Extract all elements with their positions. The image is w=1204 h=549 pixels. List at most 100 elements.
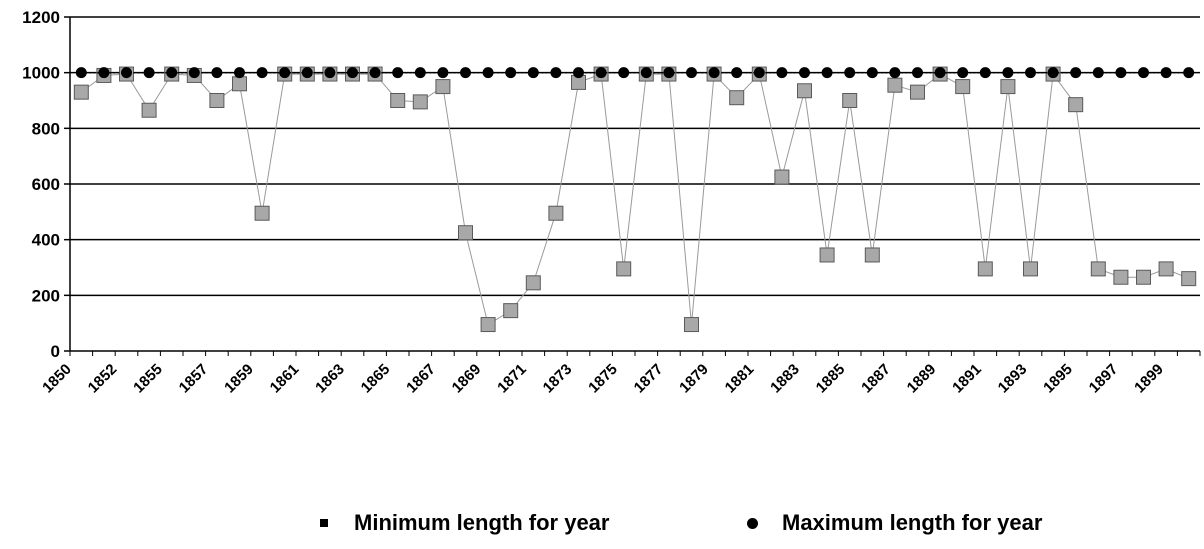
min-length-point — [1090, 261, 1106, 277]
min-length-point — [73, 84, 89, 100]
max-length-point — [663, 67, 675, 79]
max-length-point — [595, 67, 607, 79]
x-tick-label: 1885 — [813, 361, 849, 397]
min-length-point — [254, 205, 270, 221]
min-length-point — [684, 317, 699, 333]
min-length-point — [390, 93, 406, 108]
max-length-point — [686, 67, 697, 79]
y-tick-label: 0 — [51, 342, 60, 361]
min-length-point — [616, 261, 632, 277]
min-length-point — [1000, 79, 1016, 95]
max-length-point — [866, 67, 878, 79]
max-length-point — [799, 67, 810, 79]
max-length-point — [211, 67, 223, 79]
min-length-point — [525, 275, 541, 291]
max-length-point — [188, 67, 200, 79]
x-tick-label: 1859 — [221, 361, 257, 397]
max-length-point — [889, 67, 901, 79]
max-length-point — [1092, 67, 1104, 79]
max-length-point — [821, 67, 833, 79]
max-length-point — [979, 67, 991, 79]
max-length-point — [1115, 67, 1127, 79]
min-length-point — [774, 169, 790, 185]
max-length-point — [460, 67, 471, 79]
y-tick-label: 1200 — [22, 8, 60, 27]
max-length-point — [301, 67, 313, 79]
x-tick-label: 1857 — [176, 361, 212, 397]
legend-item-minimum: Minimum length for year — [320, 506, 609, 540]
x-tick-label: 1897 — [1086, 361, 1122, 397]
x-tick-label: 1873 — [540, 361, 576, 397]
max-length-point — [234, 67, 245, 79]
x-tick-label: 1865 — [358, 361, 394, 397]
max-length-point — [166, 67, 178, 79]
max-length-point — [75, 67, 87, 79]
min-length-point — [1068, 97, 1084, 113]
max-length-point — [1002, 67, 1014, 79]
max-length-point — [708, 67, 720, 79]
x-tick-label: 1875 — [585, 361, 621, 397]
max-length-point — [550, 67, 562, 79]
min-length-point — [842, 93, 858, 108]
max-length-point — [1138, 67, 1149, 79]
max-length-point — [776, 67, 788, 79]
min-length-point — [435, 79, 451, 95]
x-tick-label: 1887 — [858, 361, 894, 397]
max-length-point — [1025, 67, 1036, 79]
max-length-point — [347, 67, 358, 79]
min-length-series-line — [81, 72, 1189, 326]
min-length-point — [480, 317, 496, 333]
min-length-point — [887, 77, 903, 93]
legend: Minimum length for year Maximum length f… — [0, 506, 1204, 540]
min-length-point — [729, 90, 745, 106]
max-length-point — [1160, 67, 1172, 79]
x-tick-label: 1850 — [39, 361, 75, 397]
x-tick-label: 1869 — [449, 361, 485, 397]
max-length-point — [573, 67, 584, 79]
min-length-point — [548, 205, 564, 221]
legend-square-marker-icon — [320, 519, 328, 527]
max-length-point — [957, 67, 969, 79]
x-tick-label: 1889 — [904, 361, 940, 397]
max-length-point — [844, 67, 856, 79]
min-length-point — [412, 94, 428, 110]
min-length-point — [458, 225, 473, 241]
x-tick-label: 1883 — [767, 361, 803, 397]
max-length-point — [640, 67, 652, 79]
min-length-point — [910, 84, 925, 100]
x-tick-label: 1895 — [1040, 361, 1076, 397]
max-length-point — [618, 67, 630, 79]
min-length-point — [955, 79, 971, 95]
min-length-point — [1158, 261, 1174, 277]
y-tick-label: 600 — [32, 175, 60, 194]
min-length-point — [1113, 269, 1129, 285]
max-length-point — [1070, 67, 1082, 79]
max-length-point — [934, 67, 946, 79]
min-length-point — [977, 261, 993, 277]
x-tick-label: 1861 — [267, 361, 303, 397]
max-length-point — [143, 67, 155, 79]
x-tick-label: 1867 — [403, 361, 439, 397]
x-tick-label: 1879 — [676, 361, 712, 397]
min-length-point — [209, 93, 225, 108]
max-length-point — [912, 67, 923, 79]
max-length-point — [753, 67, 765, 79]
y-tick-label: 1000 — [22, 64, 60, 83]
x-tick-label: 1855 — [130, 361, 166, 397]
x-tick-label: 1852 — [85, 361, 121, 397]
max-length-point — [369, 67, 381, 79]
max-length-point — [731, 67, 743, 79]
max-length-point — [279, 67, 291, 79]
min-length-point — [819, 247, 835, 263]
min-length-point — [503, 303, 519, 319]
y-tick-label: 200 — [32, 286, 60, 305]
legend-item-maximum: Maximum length for year — [747, 506, 1042, 540]
x-tick-label: 1863 — [312, 361, 348, 397]
min-length-point — [1136, 269, 1151, 285]
max-length-point — [437, 67, 449, 79]
max-length-point — [414, 67, 426, 79]
legend-circle-marker-icon — [747, 517, 758, 529]
x-tick-label: 1877 — [631, 361, 667, 397]
